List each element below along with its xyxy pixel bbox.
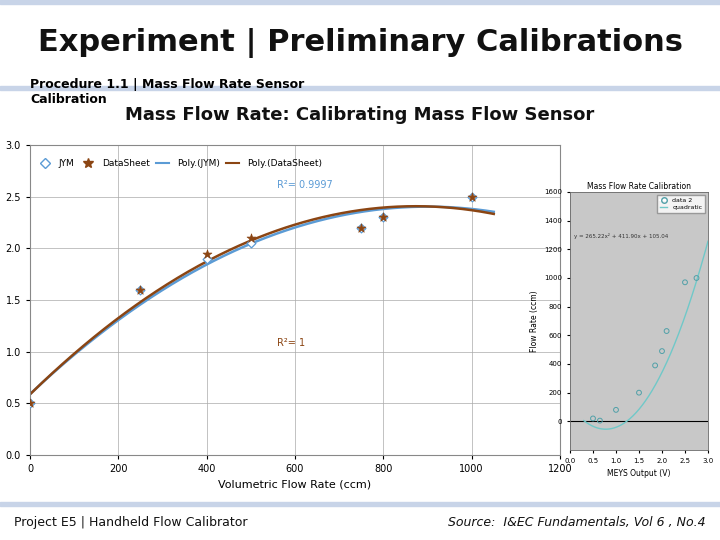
Point [466, 192, 477, 201]
Point [356, 224, 367, 232]
Point [661, 327, 672, 335]
Title: Mass Flow Rate Calibration: Mass Flow Rate Calibration [587, 182, 691, 191]
Point [656, 347, 667, 355]
Point [135, 285, 146, 294]
Bar [0, 0, 720, 4]
X-axis label: Volumetric Flow Rate (ccm): Volumetric Flow Rate (ccm) [218, 480, 372, 490]
Legend: JYM, DataSheet, Poly.(JYM), Poly.(DataSheet): JYM, DataSheet, Poly.(JYM), Poly.(DataSh… [35, 156, 325, 172]
Point [201, 249, 212, 258]
Bar [0, 502, 720, 506]
Point [201, 254, 212, 263]
Point [135, 285, 146, 294]
Text: y = 265.22x² + 411.90x + 105.04: y = 265.22x² + 411.90x + 105.04 [574, 233, 668, 239]
Point [245, 239, 256, 247]
Text: Procedure 1.1 | Mass Flow Rate Sensor
Calibration: Procedure 1.1 | Mass Flow Rate Sensor Ca… [30, 78, 305, 106]
Point [466, 192, 477, 201]
Point [377, 213, 389, 221]
Y-axis label: Flow Rate (ccm): Flow Rate (ccm) [530, 290, 539, 352]
Text: Experiment | Preliminary Calibrations: Experiment | Preliminary Calibrations [37, 28, 683, 58]
Point [245, 234, 256, 242]
Bar [0, 86, 720, 90]
Text: Source:  I&EC Fundamentals, Vol 6 , No.4: Source: I&EC Fundamentals, Vol 6 , No.4 [448, 516, 706, 529]
Point [649, 361, 661, 370]
Point [634, 388, 645, 397]
Point [588, 414, 599, 423]
Point [24, 399, 36, 408]
Point [377, 213, 389, 221]
Legend: data 2, quadratic: data 2, quadratic [657, 195, 705, 213]
Point [611, 406, 622, 414]
X-axis label: MEYS Output (V): MEYS Output (V) [607, 469, 671, 478]
Point [679, 278, 690, 287]
Text: Project E5 | Handheld Flow Calibrator: Project E5 | Handheld Flow Calibrator [14, 516, 248, 529]
Text: R²= 1: R²= 1 [277, 339, 305, 348]
Text: Mass Flow Rate: Calibrating Mass Flow Sensor: Mass Flow Rate: Calibrating Mass Flow Se… [125, 106, 595, 124]
Text: R²= 0.9997: R²= 0.9997 [277, 180, 333, 191]
Point [690, 274, 702, 282]
Point [594, 416, 606, 425]
Point [356, 224, 367, 232]
Point [24, 399, 36, 408]
